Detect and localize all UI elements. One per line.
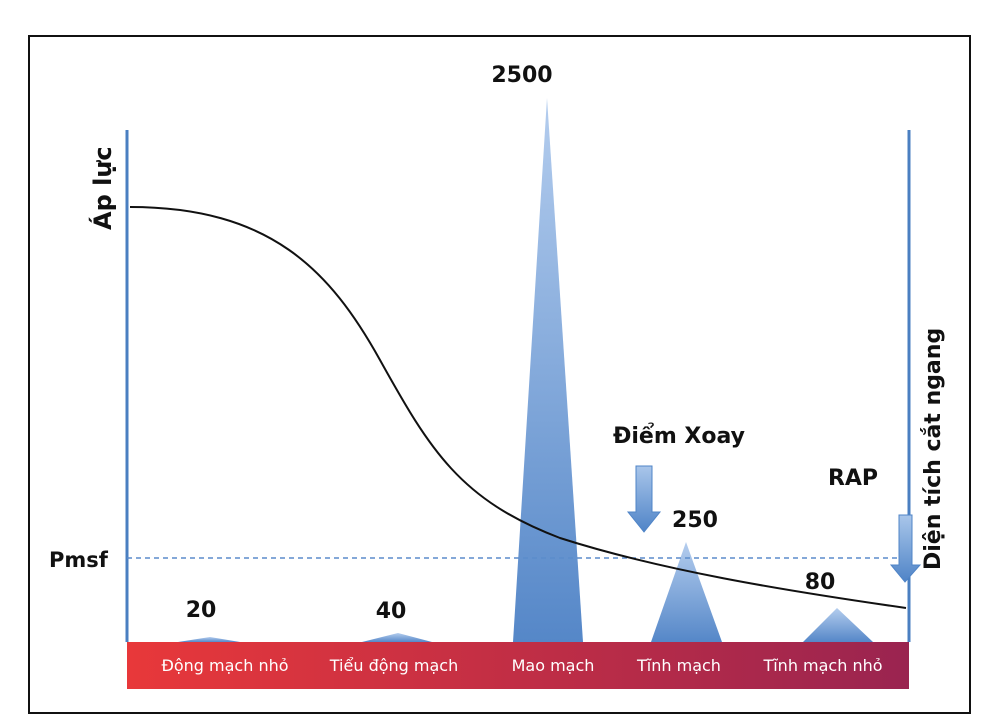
pivot-label: Điểm Xoay	[613, 423, 745, 449]
pressure-axis-title: Áp lực	[88, 146, 117, 230]
area-value-veins: 250	[672, 508, 718, 533]
area-value-arterioles: 40	[376, 599, 407, 624]
peak-arterioles	[362, 633, 432, 642]
segment-label-arterioles: Tiểu động mạch	[329, 656, 458, 675]
segment-label-small-arteries: Động mạch nhỏ	[161, 656, 288, 675]
area-value-small-veins: 80	[805, 570, 836, 595]
peak-small-veins	[803, 608, 873, 642]
segment-label-capillaries: Mao mạch	[512, 656, 595, 675]
pivot-arrow-icon	[626, 465, 662, 533]
segment-label-veins: Tĩnh mạch	[636, 656, 721, 675]
frame	[28, 35, 971, 714]
rap-label: RAP	[828, 466, 878, 491]
pressure-curve	[129, 206, 907, 609]
area-axis-title: Diện tích cắt ngang	[920, 328, 946, 570]
area-value-small-arteries: 20	[186, 598, 217, 623]
peak-capillaries	[513, 98, 583, 642]
vessel-band	[127, 642, 909, 689]
peak-veins	[651, 542, 722, 642]
peak-small-arteries	[178, 637, 240, 642]
segment-label-small-veins: Tĩnh mạch nhỏ	[762, 656, 882, 675]
rap-arrow-icon	[889, 514, 922, 583]
pmsf-label: Pmsf	[49, 548, 109, 572]
area-value-capillaries: 2500	[491, 63, 552, 88]
